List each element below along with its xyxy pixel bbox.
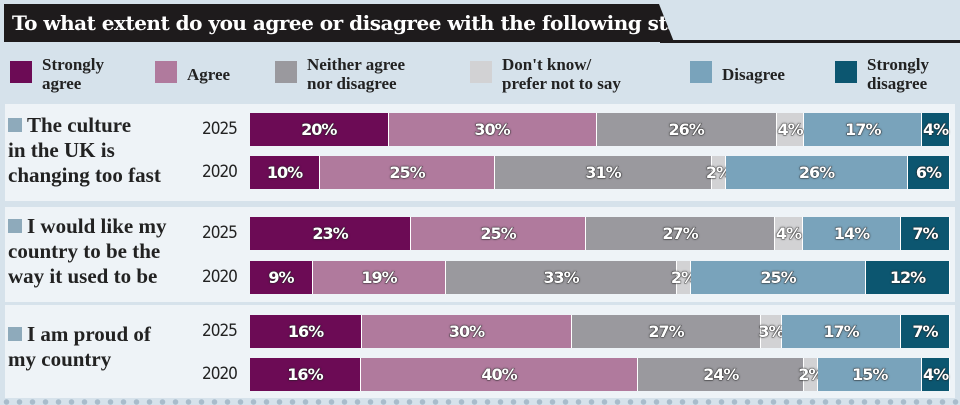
legend-item: Don't know/ prefer not to say — [470, 55, 621, 93]
statement-marker-icon — [8, 327, 22, 341]
bar-segment: 33% — [446, 261, 677, 294]
year-label: 2025 — [202, 321, 238, 341]
bar-segment: 30% — [362, 315, 572, 348]
bar-segment: 30% — [388, 113, 597, 146]
bar-segment: 7% — [901, 217, 950, 250]
title-rule — [660, 40, 960, 43]
stacked-bar: 16% 40% 24% 2% 15% 4% — [250, 358, 950, 391]
stacked-bar: 10% 25% 31% 2% 26% 6% — [250, 156, 950, 189]
stacked-bar: 9% 19% 33% 2% 25% 12% — [250, 261, 950, 294]
bar-segment: 16% — [250, 358, 361, 391]
bar-segment: 25% — [320, 156, 495, 189]
legend-swatch — [835, 61, 857, 83]
legend-label: Strongly agree — [42, 55, 105, 93]
year-label: 2020 — [202, 162, 238, 182]
bar-segment: 4% — [922, 358, 950, 391]
bar-segment: 27% — [572, 315, 761, 348]
statement-text: I am proud of my country — [8, 322, 151, 371]
legend-swatch — [275, 61, 297, 83]
legend-label: Disagree — [722, 65, 785, 84]
statement-text: The culture in the UK is changing too fa… — [8, 113, 161, 187]
bar-segment: 4% — [922, 113, 950, 146]
year-label: 2025 — [202, 119, 238, 139]
bar-segment: 40% — [360, 358, 639, 391]
legend-item: Neither agree nor disagree — [275, 55, 405, 93]
legend-label: Strongly disagree — [867, 55, 930, 93]
legend-item: Agree — [155, 55, 230, 84]
bar-segment: 9% — [250, 261, 313, 294]
bar-segment: 26% — [596, 113, 777, 146]
statement-label: The culture in the UK is changing too fa… — [8, 113, 161, 188]
bar-segment: 25% — [411, 217, 586, 250]
bar-segment: 27% — [586, 217, 775, 250]
bar-segment: 26% — [726, 156, 908, 189]
statement-marker-icon — [8, 219, 22, 233]
stacked-bar: 23% 25% 27% 4% 14% 7% — [250, 217, 950, 250]
legend-label: Don't know/ prefer not to say — [502, 55, 621, 93]
year-label: 2020 — [202, 364, 238, 384]
legend-item: Disagree — [690, 55, 785, 84]
legend-item: Strongly agree — [10, 55, 104, 93]
statement-label: I am proud of my country — [8, 322, 151, 372]
statement-marker-icon — [8, 118, 22, 132]
bar-segment: 17% — [804, 113, 923, 146]
bar-segment: 2% — [798, 358, 825, 391]
bar-segment: 12% — [866, 261, 950, 294]
legend-swatch — [155, 61, 177, 83]
bar-segment: 25% — [691, 261, 866, 294]
bar-segment: 4% — [776, 113, 805, 146]
bar-segment: 19% — [313, 261, 446, 294]
statement-label: I would like my country to be the way it… — [8, 214, 166, 289]
legend-label: Neither agree nor disagree — [307, 55, 406, 93]
bar-segment: 3% — [758, 315, 785, 348]
bar-segment: 24% — [638, 358, 805, 391]
bar-segment: 6% — [908, 156, 950, 189]
bar-segment: 23% — [250, 217, 411, 250]
bar-segment: 2% — [671, 261, 697, 294]
bar-segment: 16% — [250, 315, 362, 348]
legend-swatch — [690, 61, 712, 83]
bar-segment: 15% — [818, 358, 923, 391]
stacked-bar: 20% 30% 26% 4% 17% 4% — [250, 113, 950, 146]
legend-label: Agree — [187, 65, 231, 84]
bar-segment: 31% — [495, 156, 712, 189]
legend-swatch — [10, 61, 32, 83]
dotted-border — [0, 398, 960, 405]
statement-text: I would like my country to be the way it… — [8, 214, 167, 288]
legend-swatch — [470, 61, 492, 83]
bar-segment: 7% — [901, 315, 950, 348]
year-label: 2020 — [202, 267, 238, 287]
legend-item: Strongly disagree — [835, 55, 929, 93]
chart-title: To what extent do you agree or disagree … — [4, 4, 674, 42]
bar-segment: 17% — [782, 315, 901, 348]
bar-segment: 10% — [250, 156, 320, 189]
stacked-bar: 16% 30% 27% 3% 17% 7% — [250, 315, 950, 348]
bar-segment: 2% — [706, 156, 732, 189]
bar-segment: 14% — [803, 217, 901, 250]
bar-segment: 4% — [775, 217, 803, 250]
year-label: 2025 — [202, 223, 238, 243]
bar-segment: 20% — [250, 113, 389, 146]
